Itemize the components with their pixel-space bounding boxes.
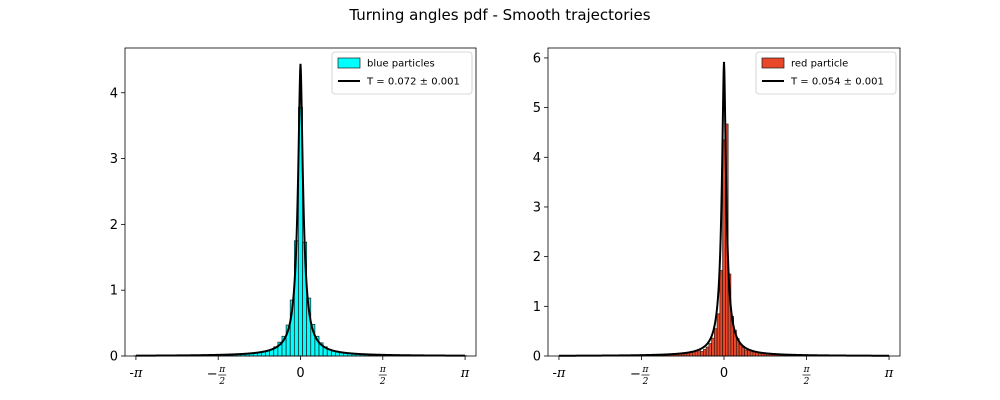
right-x-tick-label-numerator: π [642, 365, 650, 375]
left-x-tick-label-denominator: 2 [218, 377, 225, 387]
right-x-tick-label: π [884, 366, 894, 381]
right-y-tick-label: 0 [533, 350, 541, 365]
right-histogram-bar [741, 347, 745, 357]
left-fit-curve [135, 63, 466, 357]
right-x-tick-label-denominator: 2 [803, 377, 810, 387]
right-histogram-bar [703, 349, 707, 357]
right-histogram-bar [744, 349, 748, 357]
left-x-tick-label: -π [129, 366, 142, 381]
left-y-tick-label: 3 [110, 152, 118, 167]
left-y-tick-label: 1 [110, 284, 118, 299]
left-legend-box [331, 51, 473, 95]
right-legend-box [755, 51, 897, 95]
right-histogram-bars [700, 123, 748, 357]
right-legend: red particle T = 0.054 ± 0.001 [755, 51, 897, 95]
right-x-tick-label: -π [552, 366, 565, 381]
left-histogram-bars [269, 106, 332, 357]
right-x-tick-label: 0 [720, 366, 728, 381]
right-y-tick-label: 6 [533, 51, 541, 66]
left-x-tick-label-numerator: π [379, 365, 387, 375]
right-x-tick-label-sign: − [630, 367, 641, 382]
right-histogram-bar [716, 313, 721, 357]
left-legend-label: T = 0.072 ± 0.001 [366, 77, 460, 88]
left-y-tick-label: 2 [110, 218, 118, 233]
right-histogram-bar [700, 351, 704, 357]
right-legend-swatch [761, 57, 785, 69]
right-legend-label: T = 0.054 ± 0.001 [790, 77, 884, 88]
left-y-tick-label: 0 [110, 350, 118, 365]
right-x-tick-label-numerator: π [803, 365, 811, 375]
right-x-tick-label-denominator: 2 [642, 377, 649, 387]
right-histogram-bar [719, 270, 723, 357]
left-x-tick-label-denominator: 2 [379, 377, 386, 387]
left-x-tick-label-numerator: π [218, 365, 226, 375]
left-legend: blue particles T = 0.072 ± 0.001 [331, 51, 473, 95]
left-x-tick-label: π [460, 366, 470, 381]
right-y-tick-label: 4 [533, 151, 541, 166]
right-legend-label: red particle [791, 59, 848, 70]
left-legend-label: blue particles [367, 59, 435, 70]
right-histogram-bar [711, 337, 715, 357]
right-fit-curve [558, 61, 890, 357]
right-y-tick-label: 1 [533, 300, 541, 315]
left-y-tick-label: 4 [110, 86, 118, 101]
figure-title: Turning angles pdf - Smooth trajectories [348, 6, 650, 24]
right-y-tick-label: 2 [533, 250, 541, 265]
left-x-tick-label-sign: − [207, 367, 218, 382]
right-histogram-bar [708, 343, 712, 357]
left-legend-swatch [337, 57, 361, 69]
right-y-tick-label: 3 [533, 200, 541, 215]
right-histogram-bar [714, 328, 718, 357]
right-histogram-bar [705, 346, 710, 357]
left-x-tick-label: 0 [296, 366, 304, 381]
right-y-tick-label: 5 [533, 101, 541, 116]
